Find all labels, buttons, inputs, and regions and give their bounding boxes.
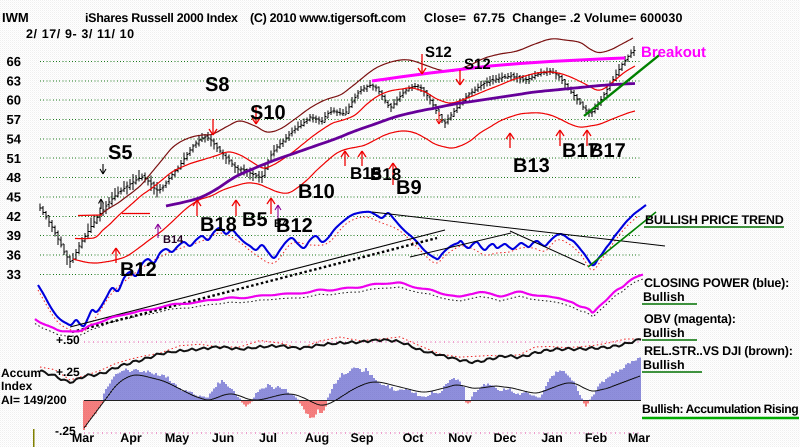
svg-text:Aug: Aug — [305, 431, 329, 445]
svg-text:B10: B10 — [298, 181, 335, 203]
svg-text:54: 54 — [7, 131, 22, 146]
svg-text:AI= 149/200: AI= 149/200 — [1, 393, 67, 407]
svg-text:S5: S5 — [108, 142, 132, 164]
svg-text:+.25: +.25 — [56, 365, 80, 379]
svg-text:S10: S10 — [250, 102, 286, 124]
svg-text:B4: B4 — [274, 218, 289, 230]
svg-text:Accum: Accum — [1, 366, 41, 380]
svg-text:OBV (magenta):: OBV (magenta): — [644, 312, 736, 326]
svg-text:Sep: Sep — [351, 431, 374, 445]
svg-text:Mar: Mar — [628, 431, 650, 445]
svg-text:60: 60 — [7, 93, 21, 108]
svg-text:51: 51 — [7, 151, 21, 166]
svg-text:Apr: Apr — [120, 431, 142, 445]
svg-text:66: 66 — [7, 54, 21, 69]
svg-text:Feb: Feb — [585, 431, 608, 445]
svg-text:CLOSING POWER (blue):: CLOSING POWER (blue): — [644, 276, 789, 290]
svg-text:63: 63 — [7, 73, 21, 88]
svg-text:B17: B17 — [562, 140, 599, 162]
svg-text:B15: B15 — [350, 164, 381, 183]
svg-text:Bullish: Bullish — [643, 290, 685, 304]
svg-text:S12: S12 — [425, 44, 452, 61]
svg-text:Jan: Jan — [541, 431, 563, 445]
svg-text:S12: S12 — [464, 56, 491, 73]
svg-text:(C) 2010 www.tigersoft.com: (C) 2010 www.tigersoft.com — [250, 11, 406, 25]
svg-text:33: 33 — [7, 267, 21, 282]
svg-text:57: 57 — [7, 112, 21, 127]
svg-text:42: 42 — [7, 209, 21, 224]
svg-text:48: 48 — [7, 170, 21, 185]
svg-text:S8: S8 — [205, 74, 229, 96]
svg-text:+.50: +.50 — [56, 333, 80, 347]
svg-text:B9: B9 — [396, 177, 422, 199]
svg-text:Bullish: Bullish — [643, 326, 685, 340]
svg-text:B18: B18 — [200, 214, 237, 236]
svg-text:B12: B12 — [276, 215, 313, 237]
svg-text:iShares Russell 2000 Index: iShares Russell 2000 Index — [85, 11, 238, 25]
svg-text:36: 36 — [7, 248, 21, 263]
svg-text:2/ 17/ 9- 3/ 11/ 10: 2/ 17/ 9- 3/ 11/ 10 — [26, 27, 135, 41]
svg-text:B5: B5 — [242, 209, 268, 231]
svg-text:May: May — [165, 431, 189, 445]
svg-text:Breakout: Breakout — [641, 44, 706, 61]
svg-text:Index: Index — [1, 379, 33, 393]
svg-text:Nov: Nov — [448, 431, 472, 445]
svg-text:Mar: Mar — [72, 431, 94, 445]
svg-text:B17: B17 — [589, 140, 626, 162]
svg-text:BULLISH PRICE TREND: BULLISH PRICE TREND — [645, 213, 784, 227]
svg-text:Bullish: Bullish — [643, 358, 685, 372]
svg-text:B13: B13 — [513, 155, 550, 177]
svg-text:Dec: Dec — [494, 431, 517, 445]
svg-text:Jun: Jun — [212, 431, 234, 445]
svg-text:Bullish: Accumulation Rising: Bullish: Accumulation Rising — [642, 402, 798, 416]
svg-text:-.25: -.25 — [55, 424, 76, 438]
svg-text:39: 39 — [7, 228, 21, 243]
svg-text:Oct: Oct — [403, 431, 425, 445]
svg-text:B18: B18 — [370, 165, 401, 184]
svg-text:45: 45 — [7, 189, 21, 204]
svg-text:B14: B14 — [163, 234, 184, 246]
svg-text:B12: B12 — [120, 259, 157, 281]
svg-text:REL.STR..VS DJI (brown):: REL.STR..VS DJI (brown): — [644, 344, 793, 358]
svg-text:Close= 67.75 Change= .2 Volu: Close= 67.75 Change= .2 Volume= 600030 — [424, 11, 683, 25]
svg-text:IWM: IWM — [2, 10, 29, 25]
svg-text:Jul: Jul — [259, 431, 277, 445]
